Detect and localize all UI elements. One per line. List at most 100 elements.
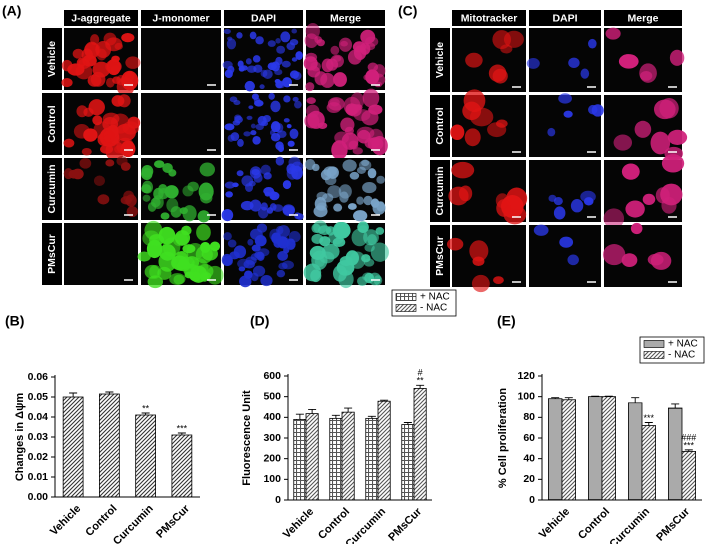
cell (71, 168, 84, 180)
cell (199, 162, 216, 177)
bar (641, 425, 657, 501)
bar (401, 424, 415, 501)
cell (364, 243, 375, 252)
y-tick-label: 120 (517, 370, 535, 382)
bar (628, 402, 643, 501)
cell (237, 138, 244, 147)
error-bar (380, 399, 389, 402)
cell (492, 68, 508, 84)
cell (331, 140, 348, 160)
micrograph (529, 95, 601, 157)
significance-label: *** (644, 413, 655, 423)
cell (166, 197, 179, 213)
cell (233, 245, 247, 259)
cell (225, 191, 233, 198)
cell (311, 233, 324, 245)
cell (269, 203, 277, 211)
cell (580, 68, 590, 79)
cell (349, 171, 360, 180)
cell (291, 28, 297, 34)
legend-swatch (643, 351, 665, 359)
cell (168, 169, 177, 177)
cell (319, 251, 335, 264)
cell (277, 251, 289, 261)
cell (237, 258, 250, 269)
cell (602, 244, 626, 266)
row-header-bg (42, 223, 62, 285)
micrograph (452, 225, 526, 287)
cell (338, 37, 353, 52)
cell (526, 57, 540, 69)
cell (353, 210, 368, 222)
legend-swatch (643, 340, 665, 348)
cell (621, 163, 640, 180)
cell (487, 122, 507, 138)
cell (240, 200, 254, 211)
row-header: Vehicle (46, 41, 58, 77)
cell (463, 89, 486, 113)
cell (286, 42, 296, 51)
cell (357, 129, 371, 144)
cell (224, 181, 235, 189)
cell (244, 270, 253, 279)
cell (232, 182, 239, 188)
cell (92, 61, 111, 78)
cell (263, 172, 272, 180)
row-header-bg (42, 28, 62, 90)
cell (144, 220, 163, 240)
cell (547, 127, 556, 137)
cell (314, 71, 328, 86)
cell (295, 51, 303, 60)
cell (270, 121, 281, 133)
y-axis-label: % Cell proliferation (497, 388, 509, 489)
y-tick-label: 0.01 (28, 471, 49, 483)
panel-label: (B) (5, 313, 24, 329)
cell (178, 256, 195, 269)
cell (553, 206, 566, 220)
cell (496, 199, 512, 217)
cell (261, 120, 269, 127)
y-tick-label: 0.02 (28, 451, 49, 463)
cell (553, 197, 563, 206)
cell (305, 82, 315, 92)
row-header-bg (42, 158, 62, 220)
cell (625, 200, 645, 218)
bar (99, 393, 120, 498)
row-header-bg (430, 160, 450, 222)
cell (286, 124, 292, 129)
cell (283, 118, 290, 123)
y-tick-label: 80 (523, 411, 535, 423)
row-header-bg (430, 28, 450, 92)
cell (313, 205, 328, 218)
column-header-bg (452, 10, 526, 26)
cell (97, 194, 110, 205)
cell (293, 71, 302, 81)
cell (333, 72, 347, 87)
cell (92, 115, 103, 126)
panel-label: (A) (2, 3, 21, 19)
y-tick-label: 500 (263, 390, 281, 402)
cell (102, 112, 120, 125)
significance-label: ### (681, 432, 696, 442)
cell (465, 52, 483, 68)
cell (250, 123, 256, 129)
cell (63, 138, 75, 148)
bar (62, 396, 84, 498)
row-header: Control (46, 105, 58, 142)
cell (137, 251, 151, 262)
cell (270, 100, 281, 113)
cell (471, 274, 490, 293)
bar (171, 434, 193, 498)
cell (249, 31, 257, 40)
legend-label: + NAC (668, 339, 698, 350)
cell (276, 45, 286, 54)
row-header: Vehicle (434, 42, 446, 78)
cell (182, 205, 197, 222)
cell (358, 160, 372, 171)
cell (158, 226, 176, 245)
cell (367, 137, 384, 151)
cell (568, 57, 580, 69)
cell (334, 131, 349, 144)
cell (283, 95, 291, 103)
error-bar (141, 412, 150, 415)
